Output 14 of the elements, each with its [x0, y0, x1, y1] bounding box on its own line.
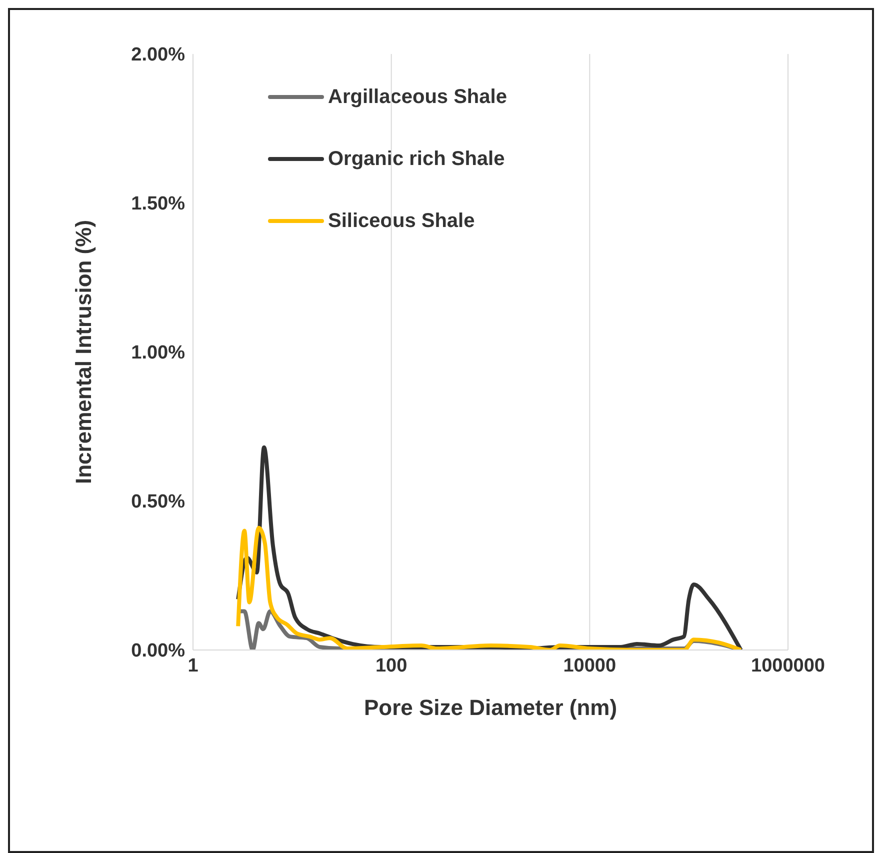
- x-axis-title: Pore Size Diameter (nm): [364, 695, 618, 720]
- legend-label: Siliceous Shale: [328, 210, 475, 232]
- y-tick-label: 1.50%: [131, 194, 186, 215]
- legend-label: Organic rich Shale: [328, 148, 505, 170]
- x-tick-label: 1: [188, 655, 199, 676]
- y-tick-label: 0.50%: [131, 492, 186, 513]
- x-tick-label: 100: [375, 655, 408, 676]
- y-tick-label: 2.00%: [131, 44, 186, 66]
- y-tick-label: 0.00%: [131, 640, 186, 662]
- y-tick-label: 1.00%: [131, 342, 186, 364]
- legend-label: Argillaceous Shale: [328, 86, 507, 108]
- x-tick-label: 10000: [563, 655, 616, 676]
- x-tick-label: 1000000: [751, 655, 825, 676]
- y-axis-title: Incremental Intrusion (%): [70, 220, 96, 484]
